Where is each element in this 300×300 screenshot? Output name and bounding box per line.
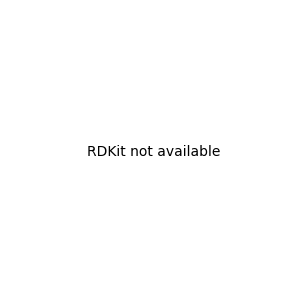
Text: RDKit not available: RDKit not available — [87, 145, 220, 158]
